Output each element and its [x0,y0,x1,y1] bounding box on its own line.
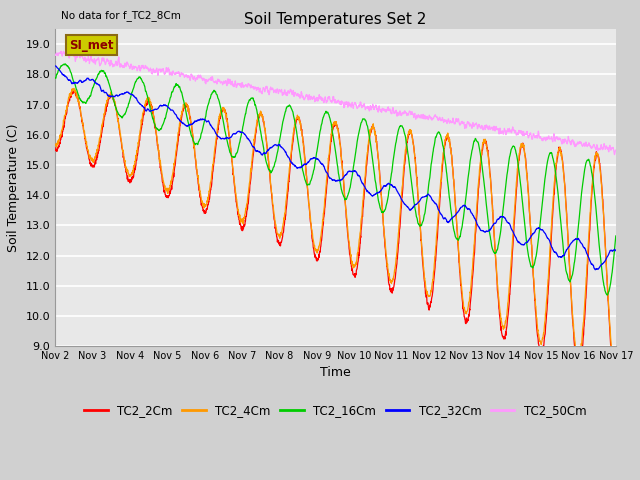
TC2_16Cm [604,292,611,298]
TC2_2Cm [578,348,586,354]
TC2_32Cm [352,168,360,174]
TC2_16Cm [563,269,570,275]
TC2_2Cm [499,334,506,339]
Line: TC2_4Cm: TC2_4Cm [55,88,616,373]
TC2_50Cm [611,152,618,157]
TC2_50Cm [352,102,360,108]
TC2_4Cm [612,371,620,376]
TC2_16Cm [499,212,506,218]
TC2_2Cm [352,271,360,277]
TC2_16Cm [208,91,216,97]
TC2_4Cm [563,211,570,217]
TC2_2Cm [51,145,59,151]
X-axis label: Time: Time [320,367,351,380]
TC2_32Cm [578,241,586,247]
Line: TC2_32Cm: TC2_32Cm [55,66,616,270]
Y-axis label: Soil Temperature (C): Soil Temperature (C) [7,123,20,252]
Text: SI_met: SI_met [69,38,114,52]
TC2_50Cm [563,138,570,144]
TC2_32Cm [499,214,506,219]
TC2_16Cm [61,61,69,67]
TC2_2Cm [563,208,570,214]
Line: TC2_16Cm: TC2_16Cm [55,64,616,295]
Line: TC2_2Cm: TC2_2Cm [55,90,616,387]
TC2_4Cm [578,335,586,341]
TC2_32Cm [52,63,60,69]
TC2_50Cm [51,52,59,58]
TC2_4Cm [499,324,506,329]
TC2_16Cm [364,127,372,132]
TC2_4Cm [352,260,360,266]
TC2_50Cm [364,105,372,110]
TC2_2Cm [208,181,216,187]
TC2_16Cm [612,233,620,239]
TC2_2Cm [612,384,620,390]
TC2_50Cm [208,77,216,83]
Title: Soil Temperatures Set 2: Soil Temperatures Set 2 [244,12,427,26]
TC2_32Cm [208,124,216,130]
TC2_16Cm [51,75,59,81]
TC2_32Cm [51,63,59,69]
TC2_50Cm [578,143,586,148]
TC2_50Cm [612,147,620,153]
TC2_4Cm [364,142,372,148]
Legend: TC2_2Cm, TC2_4Cm, TC2_16Cm, TC2_32Cm, TC2_50Cm: TC2_2Cm, TC2_4Cm, TC2_16Cm, TC2_32Cm, TC… [80,399,591,422]
TC2_16Cm [578,186,586,192]
TC2_4Cm [70,85,78,91]
TC2_4Cm [51,141,59,147]
Line: TC2_50Cm: TC2_50Cm [55,51,616,155]
TC2_32Cm [563,247,570,252]
TC2_4Cm [612,369,620,375]
TC2_50Cm [57,48,65,54]
TC2_32Cm [612,248,620,253]
TC2_32Cm [591,267,599,273]
TC2_16Cm [352,148,360,154]
TC2_4Cm [208,171,216,177]
TC2_2Cm [364,147,372,153]
Text: No data for f_TC2_8Cm: No data for f_TC2_8Cm [61,10,180,21]
TC2_32Cm [364,189,372,195]
TC2_2Cm [70,87,77,93]
TC2_50Cm [499,129,506,135]
